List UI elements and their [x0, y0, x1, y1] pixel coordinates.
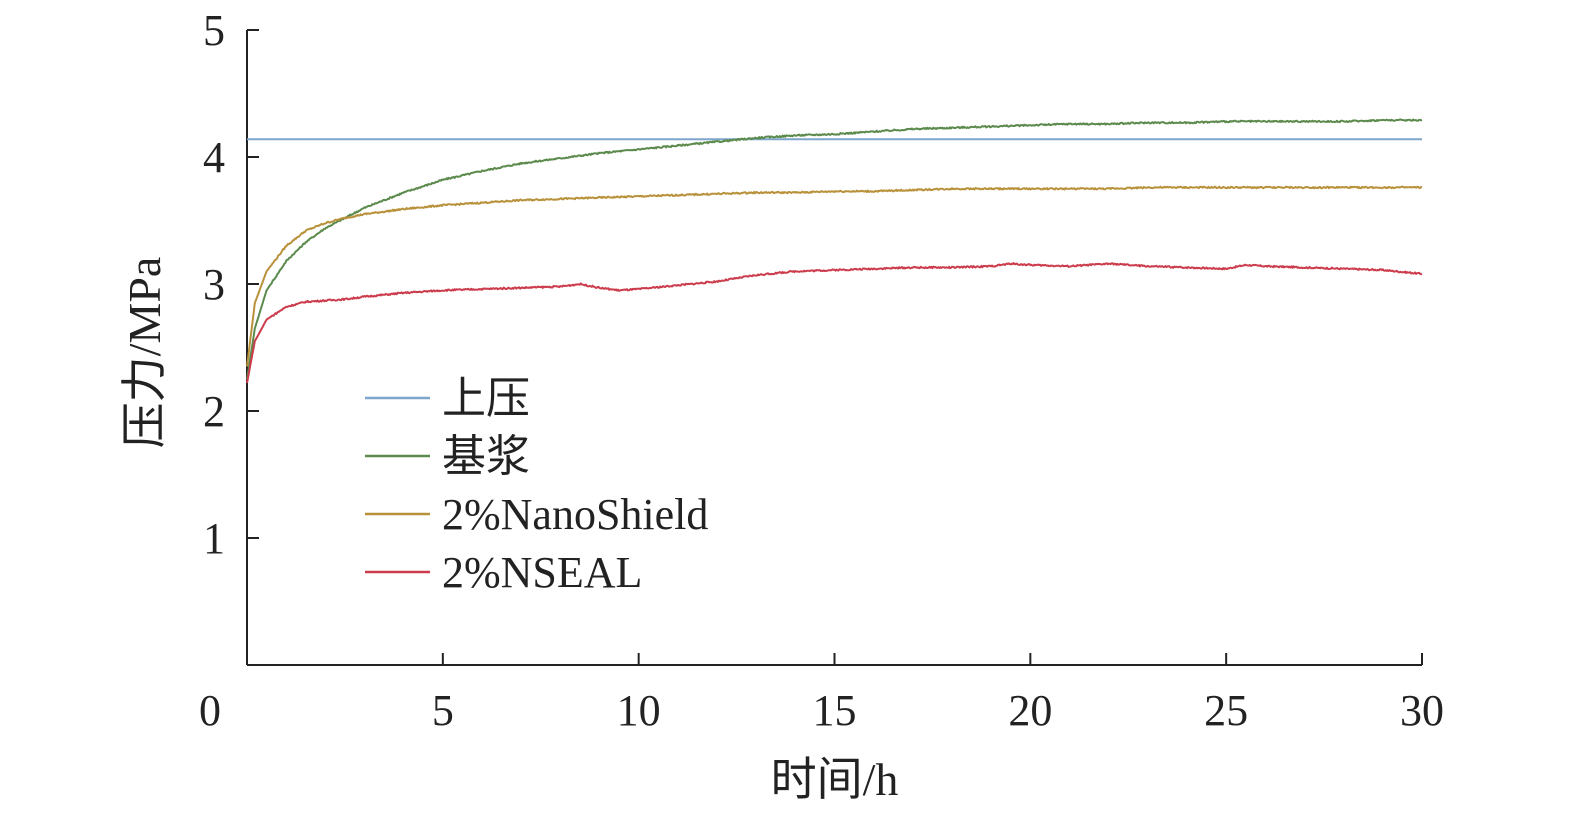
x-tick-label: 15 [813, 686, 857, 735]
x-tick-label: 0 [199, 686, 221, 735]
y-tick-label: 4 [203, 133, 225, 182]
series-layer [246, 118, 1423, 384]
x-tick-label: 10 [617, 686, 661, 735]
x-tick-label: 25 [1204, 686, 1248, 735]
y-tick-label: 1 [203, 514, 225, 563]
plot-area [246, 30, 1423, 666]
legend-label: 上压 [442, 374, 530, 423]
y-tick-label: 2 [203, 387, 225, 436]
series-line-2 [246, 185, 1423, 367]
legend-label: 基浆 [442, 432, 530, 481]
x-tick-label: 5 [432, 686, 454, 735]
y-axis-label: 压力/MPa [119, 257, 170, 449]
x-axis-ticks: 0 5 10 15 20 25 30 [199, 653, 1444, 735]
series-line-3 [246, 262, 1423, 384]
legend-label: 2%NanoShield [442, 490, 708, 539]
y-tick-label: 3 [203, 260, 225, 309]
y-tick-label: 5 [203, 6, 225, 55]
x-tick-label: 20 [1008, 686, 1052, 735]
y-axis-ticks: 1 2 3 4 5 [203, 6, 259, 563]
x-tick-label: 30 [1400, 686, 1444, 735]
series-line-1 [246, 118, 1423, 380]
x-axis-label: 时间/h [771, 754, 899, 805]
legend-label: 2%NSEAL [442, 548, 642, 597]
